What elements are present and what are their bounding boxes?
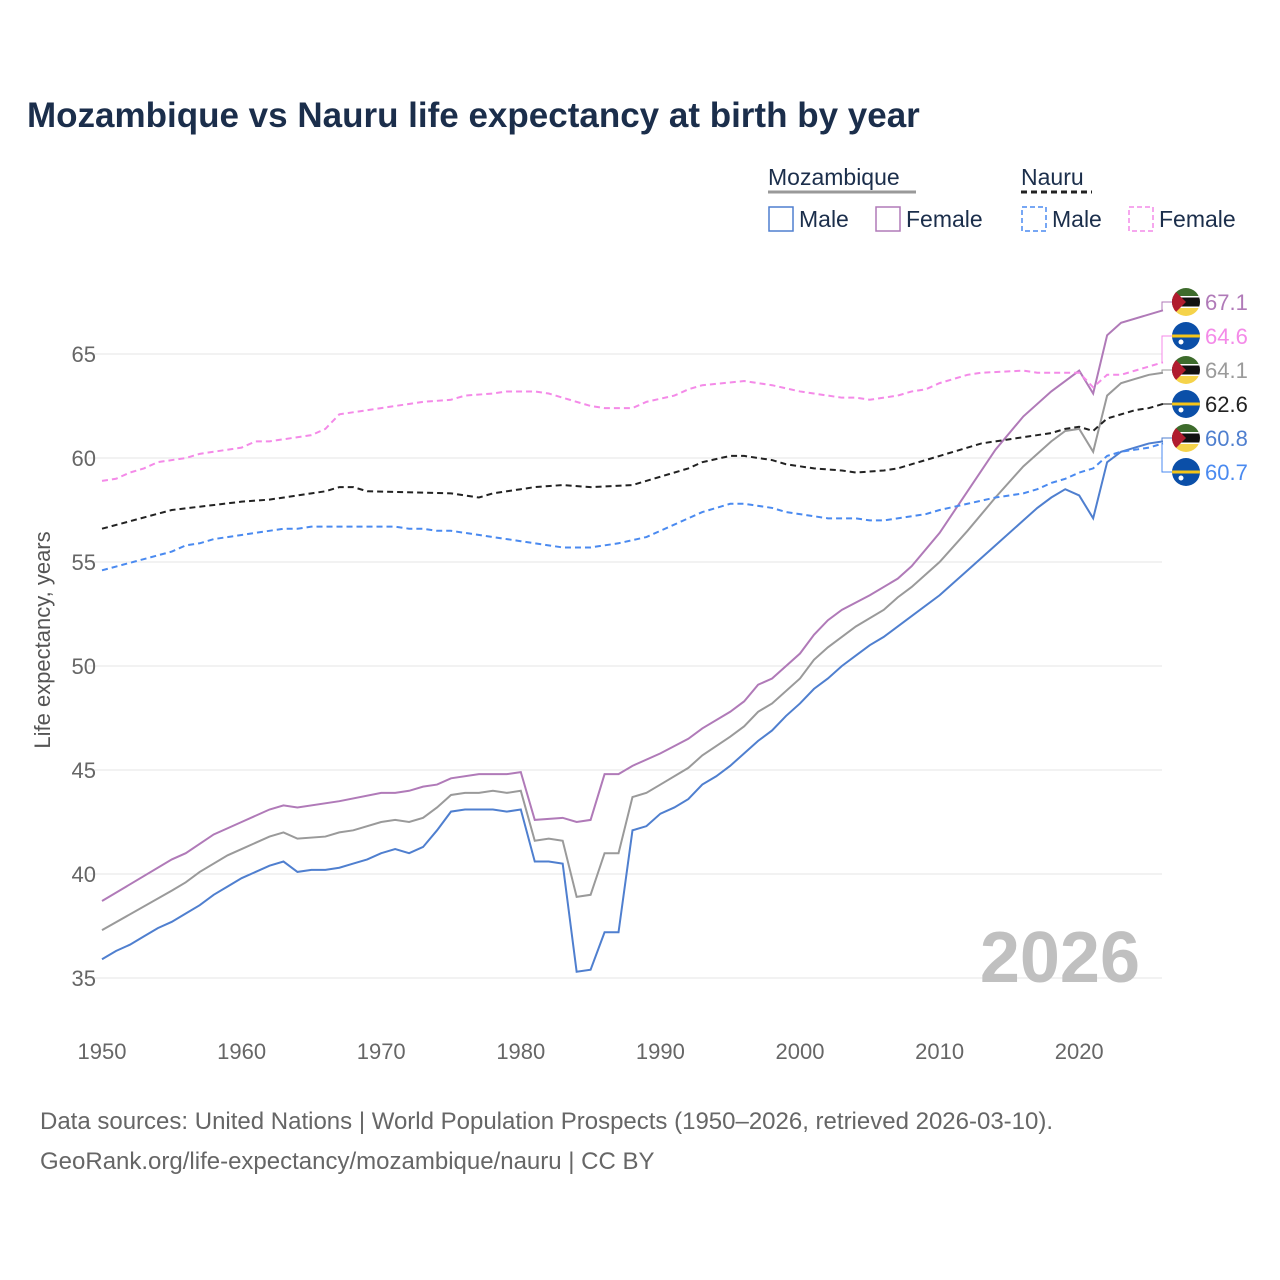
mozambique-flag-icon (1172, 424, 1200, 452)
series-nauru-female: 64.6 (101, 322, 1248, 482)
year-watermark: 2026 (980, 918, 1140, 998)
x-tick-label: 2000 (776, 1039, 825, 1064)
legend-group-title: Mozambique (768, 164, 900, 190)
y-tick-label: 50 (72, 654, 96, 679)
series-line (101, 361, 1164, 482)
x-tick-label: 1980 (496, 1039, 545, 1064)
series-mozambique-male: 60.8 (101, 424, 1248, 973)
legend-swatch (1021, 206, 1047, 232)
end-value-label: 62.6 (1205, 392, 1248, 417)
series-line (101, 309, 1164, 902)
end-value-label: 67.1 (1205, 290, 1248, 315)
x-tick-label: 1960 (217, 1039, 266, 1064)
legend-item-label: Male (799, 206, 849, 232)
y-tick-label: 40 (72, 862, 96, 887)
y-tick-label: 65 (72, 342, 96, 367)
series-line (101, 440, 1164, 973)
series-line (101, 371, 1164, 932)
nauru-flag-icon (1172, 322, 1200, 350)
data-source-note: Data sources: United Nations | World Pop… (40, 1108, 1054, 1135)
y-tick-label: 55 (72, 550, 96, 575)
end-value-label: 64.1 (1205, 358, 1248, 383)
x-tick-label: 1970 (357, 1039, 406, 1064)
x-tick-label: 2010 (915, 1039, 964, 1064)
label-leader (1161, 369, 1172, 374)
legend-item-label: Female (906, 206, 983, 232)
y-tick-label: 35 (72, 966, 96, 991)
label-leader (1161, 335, 1172, 363)
legend-swatch (1128, 206, 1154, 232)
y-axis-label: Life expectancy, years (30, 531, 55, 748)
legend-item-label: Male (1052, 206, 1102, 232)
mozambique-flag-icon (1172, 288, 1200, 316)
nauru-flag-icon (1172, 458, 1200, 486)
legend-swatch (875, 206, 901, 232)
y-tick-label: 45 (72, 758, 96, 783)
label-leader (1161, 437, 1172, 442)
end-value-label: 64.6 (1205, 324, 1248, 349)
source-link[interactable]: GeoRank.org/life-expectancy/mozambique/n… (40, 1148, 655, 1175)
chart-title: Mozambique vs Nauru life expectancy at b… (27, 96, 920, 135)
series-nauru-male: 60.7 (101, 442, 1248, 572)
series-nauru: 62.6 (101, 390, 1248, 530)
x-tick-label: 1990 (636, 1039, 685, 1064)
legend-swatch (768, 206, 794, 232)
series-line (101, 402, 1164, 530)
x-tick-label: 1950 (78, 1039, 127, 1064)
series-mozambique: 64.1 (101, 356, 1248, 932)
legend-group-title: Nauru (1021, 164, 1084, 190)
series-line (101, 442, 1164, 572)
x-tick-label: 2020 (1055, 1039, 1104, 1064)
label-leader (1161, 301, 1172, 311)
end-value-label: 60.8 (1205, 426, 1248, 451)
label-leader (1161, 442, 1172, 473)
mozambique-flag-icon (1172, 356, 1200, 384)
series-mozambique-female: 67.1 (101, 288, 1248, 902)
end-value-label: 60.7 (1205, 460, 1248, 485)
nauru-flag-icon (1172, 390, 1200, 418)
y-tick-label: 60 (72, 446, 96, 471)
legend-item-label: Female (1159, 206, 1236, 232)
